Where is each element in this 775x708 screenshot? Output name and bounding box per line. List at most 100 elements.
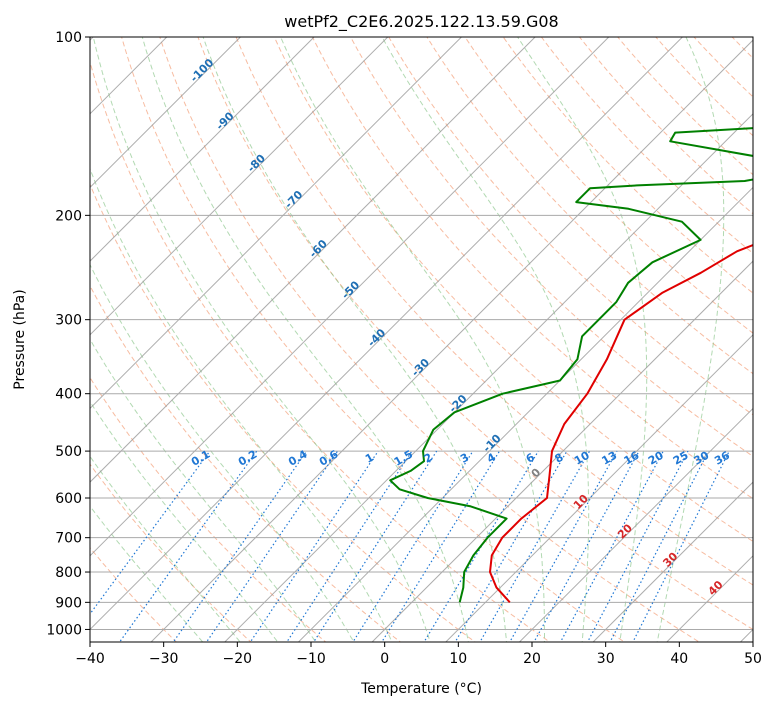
moist-adiabat: [90, 505, 204, 642]
isotherm-line: [445, 334, 753, 642]
isotherm-label: 10: [571, 492, 591, 512]
isotherm-line: [518, 407, 753, 642]
x-tick-label: 50: [744, 651, 762, 667]
isotherm-line: [90, 37, 683, 631]
profile-line: [389, 127, 753, 603]
dry-adiabat: [121, 37, 626, 642]
dry-adiabat: [90, 376, 327, 642]
isotherm-label: -30: [409, 356, 432, 379]
moist-adiabat: [90, 400, 279, 642]
isotherm-line: [224, 113, 753, 642]
mixing-ratio-line: [381, 450, 501, 642]
moist-adiabat: [381, 37, 590, 642]
x-tick-label: 40: [670, 651, 688, 667]
plot-frame: [89, 36, 754, 643]
mixing-ratio-line: [632, 450, 730, 642]
dry-adiabat: [90, 60, 551, 642]
mixing-ratio-line: [533, 450, 640, 642]
dry-adiabat: [90, 546, 178, 642]
isotherm-line: [90, 37, 536, 483]
x-tick-label: 0: [380, 651, 389, 667]
x-tick-label: −40: [75, 651, 105, 667]
dry-adiabat: [311, 37, 753, 500]
isotherm-label: -60: [307, 237, 330, 260]
y-axis-label: Pressure (hPa): [12, 289, 28, 389]
dry-adiabat: [388, 37, 753, 416]
mixing-ratio-line: [609, 450, 710, 642]
mixing-ratio-line: [312, 450, 438, 642]
mixing-ratio-line: [423, 450, 539, 642]
dry-adiabat: [744, 10, 775, 654]
axis-ticks: −40 −30 −20 −10 0 10 20 30 40 50 100 200 300 400 500 60…: [46, 30, 762, 667]
isotherm-label: -20: [446, 392, 469, 415]
isotherm-line: [90, 37, 462, 410]
isotherm-line: [90, 37, 389, 336]
moist-adiabat: [141, 37, 469, 642]
mixing-ratio-line: [205, 450, 339, 642]
dry-adiabat: [159, 37, 701, 642]
y-tick-label: 900: [55, 595, 82, 611]
x-tick-label: 20: [523, 651, 541, 667]
mixing-ratio-line: [90, 450, 211, 615]
x-tick-label: −20: [223, 651, 253, 667]
isotherm-label: -50: [339, 278, 362, 301]
mixing-ratio-line: [249, 450, 379, 642]
isotherm-line: [297, 186, 753, 642]
y-tick-label: 700: [55, 531, 82, 547]
isotherm-label: -90: [213, 109, 236, 132]
chart-title: wetPf2_C2E6.2025.122.13.59.G08: [284, 12, 558, 32]
data-lines: [389, 127, 753, 603]
mixing-ratio-label: 8: [552, 451, 565, 466]
isotherm-line: [90, 37, 610, 557]
background-lines: [90, 10, 775, 654]
x-tick-label: 30: [597, 651, 615, 667]
moist-adiabat: [656, 37, 725, 642]
dry-adiabat: [731, 37, 753, 59]
isotherm-line: [90, 37, 241, 189]
mixing-ratio-line: [172, 450, 308, 642]
dry-adiabat: [617, 37, 753, 176]
x-tick-label: −30: [149, 651, 179, 667]
isotherm-line: [371, 260, 753, 642]
isotherm-line: [150, 39, 753, 642]
y-tick-label: 500: [55, 444, 82, 460]
isotherm-line: [90, 37, 315, 262]
isotherm-label: -80: [245, 151, 268, 174]
moist-adiabat: [202, 37, 508, 642]
moist-adiabat: [90, 263, 355, 642]
dry-adiabat: [90, 463, 252, 642]
y-tick-label: 100: [55, 30, 82, 46]
mixing-ratio-label: 6: [524, 450, 537, 465]
dry-adiabat: [90, 183, 476, 642]
x-tick-label: 10: [449, 651, 467, 667]
y-tick-label: 400: [55, 387, 82, 403]
mixing-ratio-label: 3: [458, 451, 471, 466]
dry-adiabat: [235, 37, 753, 586]
dry-adiabat: [350, 37, 753, 458]
mixing-ratio-line: [118, 450, 258, 642]
moist-adiabat: [90, 338, 317, 642]
isotherm-label: 20: [615, 521, 635, 541]
mixing-ratio-line: [286, 450, 413, 642]
y-tick-label: 300: [55, 313, 82, 329]
y-tick-label: 1000: [46, 622, 82, 638]
moist-adiabat: [280, 37, 545, 642]
dry-adiabat: [464, 37, 753, 334]
isotherm-line: [592, 481, 753, 642]
mixing-ratio-line: [509, 450, 618, 642]
isotherm-label: -70: [282, 188, 305, 211]
isotherm-label: 40: [706, 578, 726, 598]
moist-adiabat: [517, 37, 648, 642]
y-tick-label: 200: [55, 208, 82, 224]
y-tick-label: 600: [55, 491, 82, 507]
dry-adiabat: [90, 284, 402, 642]
isotherm-label: -40: [365, 326, 388, 349]
dry-adiabat: [540, 37, 753, 254]
x-tick-label: −10: [296, 651, 326, 667]
mixing-ratio-label: 1: [363, 451, 376, 466]
mixing-ratio-line: [479, 450, 591, 642]
profile-line: [489, 244, 753, 603]
dry-adiabat: [502, 37, 753, 294]
